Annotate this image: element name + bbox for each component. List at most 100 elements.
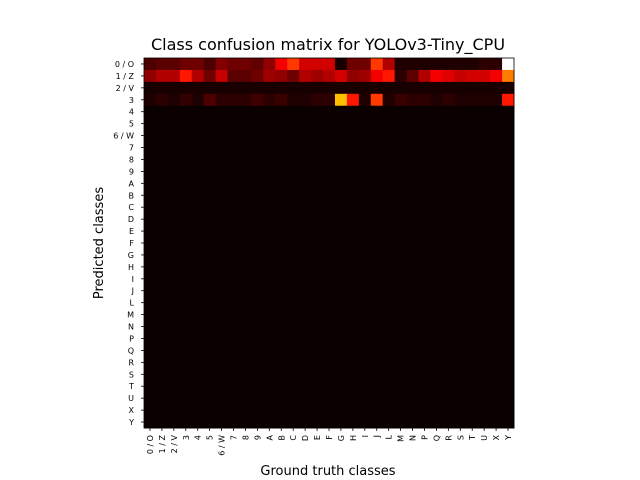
heatmap-cell xyxy=(191,237,205,250)
heatmap-cell xyxy=(394,356,408,369)
heatmap-cell xyxy=(466,284,479,298)
heatmap-cell xyxy=(155,117,169,131)
heatmap-cell xyxy=(227,105,240,119)
heatmap-cell xyxy=(358,332,372,345)
heatmap-cell xyxy=(323,260,336,274)
heatmap-cell xyxy=(323,165,336,178)
heatmap-cell xyxy=(203,177,217,190)
heatmap-cell xyxy=(323,368,336,381)
heatmap-cell xyxy=(430,320,443,334)
heatmap-cell xyxy=(502,177,515,190)
heatmap-cell xyxy=(311,320,324,334)
heatmap-cell xyxy=(382,332,396,345)
heatmap-cell xyxy=(394,320,408,334)
heatmap-cell xyxy=(346,69,360,83)
heatmap-cell xyxy=(191,177,205,190)
heatmap-cell xyxy=(275,260,288,274)
heatmap-cell xyxy=(394,308,408,322)
heatmap-cell xyxy=(179,416,193,429)
heatmap-cell xyxy=(179,320,193,334)
heatmap-cell xyxy=(263,368,276,381)
heatmap-cell xyxy=(478,141,491,154)
heatmap-cell xyxy=(478,296,491,310)
heatmap-cell xyxy=(490,189,503,202)
heatmap-cell xyxy=(430,58,443,71)
heatmap-cell xyxy=(382,129,396,143)
heatmap-cell xyxy=(430,153,443,166)
heatmap-cell xyxy=(311,308,324,322)
heatmap-cell xyxy=(275,356,288,369)
heatmap-cell xyxy=(478,260,491,274)
heatmap-cell xyxy=(275,344,288,357)
heatmap-cell xyxy=(239,356,252,369)
x-tick-label: X xyxy=(492,434,501,440)
heatmap-cell xyxy=(323,81,336,95)
heatmap-cell xyxy=(430,201,443,214)
heatmap-cell xyxy=(299,332,312,345)
heatmap-cell xyxy=(144,260,157,274)
heatmap-cell xyxy=(239,416,252,429)
heatmap-cell xyxy=(490,58,503,71)
heatmap-cell xyxy=(454,201,467,214)
heatmap-cell xyxy=(203,225,217,238)
heatmap-cell xyxy=(167,392,181,405)
heatmap-cell xyxy=(299,392,312,405)
heatmap-cell xyxy=(275,332,288,345)
heatmap-cell xyxy=(418,416,431,429)
heatmap-cell xyxy=(167,81,181,95)
heatmap-cell xyxy=(454,332,467,345)
heatmap-cell xyxy=(275,380,288,393)
heatmap-cell xyxy=(323,237,336,250)
heatmap-cell xyxy=(358,284,372,298)
heatmap-cell xyxy=(370,81,384,95)
heatmap-cell xyxy=(144,129,157,143)
heatmap-cell xyxy=(442,272,455,286)
heatmap-cell xyxy=(382,356,396,369)
heatmap-cell xyxy=(203,404,217,417)
heatmap-cell xyxy=(370,320,384,334)
heatmap-cell xyxy=(466,58,479,71)
heatmap-cell xyxy=(227,153,240,166)
heatmap-cell xyxy=(358,344,372,357)
y-tick-label: U xyxy=(128,394,134,403)
heatmap-cell xyxy=(144,153,157,166)
heatmap-cell xyxy=(430,260,443,274)
heatmap-cell xyxy=(334,404,348,417)
heatmap-cell xyxy=(334,117,348,131)
heatmap-cell xyxy=(382,344,396,357)
heatmap-cell xyxy=(346,308,360,322)
heatmap-cell xyxy=(346,320,360,334)
heatmap-cell xyxy=(251,117,264,131)
heatmap-cell xyxy=(144,69,157,83)
heatmap-cell xyxy=(502,58,515,71)
heatmap-cell xyxy=(394,177,408,190)
heatmap-cell xyxy=(382,165,396,178)
heatmap-cell xyxy=(358,93,372,107)
heatmap-cell xyxy=(478,356,491,369)
heatmap-cell xyxy=(406,225,420,238)
heatmap-cell xyxy=(442,308,455,322)
heatmap-cell xyxy=(227,272,240,286)
heatmap-cell xyxy=(299,308,312,322)
heatmap-cell xyxy=(251,69,264,83)
heatmap-cell xyxy=(454,165,467,178)
heatmap-cell xyxy=(263,201,276,214)
heatmap-cell xyxy=(418,58,431,71)
heatmap-cell xyxy=(263,129,276,143)
heatmap-cell xyxy=(203,189,217,202)
heatmap-cell xyxy=(502,129,515,143)
heatmap-cell xyxy=(490,404,503,417)
heatmap-cell xyxy=(263,248,276,262)
heatmap-cell xyxy=(370,308,384,322)
heatmap-cell xyxy=(311,189,324,202)
heatmap-cell xyxy=(370,58,384,71)
heatmap-cell xyxy=(490,165,503,178)
heatmap-cell xyxy=(418,272,431,286)
heatmap-cell xyxy=(406,189,420,202)
y-tick-label: T xyxy=(128,382,134,391)
heatmap-cell xyxy=(227,248,240,262)
heatmap-cell xyxy=(394,260,408,274)
heatmap-cell xyxy=(370,177,384,190)
heatmap-cell xyxy=(358,296,372,310)
